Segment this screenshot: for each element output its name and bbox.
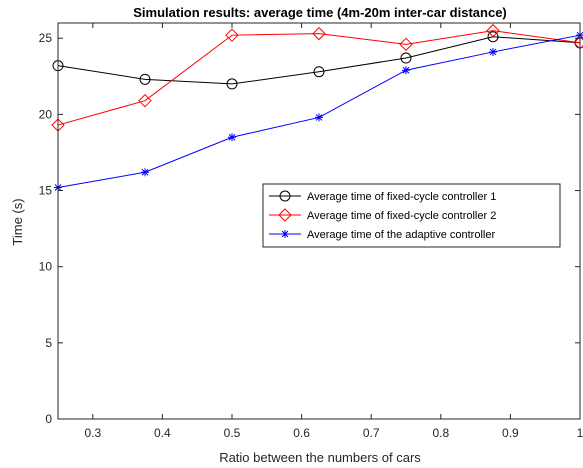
series-1-point (313, 66, 325, 78)
series-2-point (225, 28, 239, 42)
x-tick-label: 0.8 (432, 426, 449, 440)
x-axis-label: Ratio between the numbers of cars (219, 450, 421, 465)
series-2-point (486, 23, 500, 38)
x-tick-label: 0.6 (293, 426, 310, 440)
y-tick-label: 25 (39, 31, 53, 45)
y-tick-label: 15 (39, 184, 53, 198)
series-1-point (226, 78, 238, 90)
y-axis-label: Time (s) (10, 198, 25, 245)
y-tick-label: 5 (45, 336, 52, 350)
series-2-point (312, 26, 326, 41)
series-3-point (141, 168, 149, 177)
series-2-point (138, 93, 152, 108)
series-3-point (228, 133, 236, 142)
legend-label: Average time of the adaptive controller (307, 229, 495, 241)
legend-marker (281, 230, 289, 238)
legend-label: Average time of fixed-cycle controller 2 (307, 210, 496, 222)
legend-box (262, 183, 561, 248)
legend-marker (279, 190, 291, 202)
series-3-point (489, 47, 497, 56)
series-2-line (57, 30, 581, 126)
x-tick-label: 0.7 (363, 426, 380, 440)
legend-marker (278, 208, 292, 222)
x-tick-label: 0.9 (502, 426, 519, 440)
series-1-point (139, 73, 151, 85)
series-1-point (487, 31, 499, 43)
chart-title: Simulation results: average time (4m-20m… (133, 5, 507, 20)
y-tick-label: 10 (39, 260, 53, 274)
series-3-point (315, 113, 323, 122)
x-tick-label: 0.4 (154, 426, 171, 440)
x-tick-label: 0.3 (84, 426, 101, 440)
legend-label: Average time of fixed-cycle controller 1 (307, 191, 496, 203)
y-tick-label: 0 (45, 412, 52, 426)
x-tick-label: 0.5 (224, 426, 241, 440)
series-1-point (400, 52, 412, 64)
legend-item-3: Average time of the adaptive controller (269, 229, 495, 241)
x-tick-label: 1 (577, 426, 583, 440)
series-3-point (402, 66, 410, 75)
y-tick-label: 20 (39, 107, 53, 121)
legend-item-1: Average time of fixed-cycle controller 1 (269, 190, 496, 203)
legend: Average time of fixed-cycle controller 1… (262, 183, 561, 248)
series-2-point (399, 37, 413, 52)
axes-box (57, 22, 581, 420)
legend-item-2: Average time of fixed-cycle controller 2 (269, 208, 496, 222)
